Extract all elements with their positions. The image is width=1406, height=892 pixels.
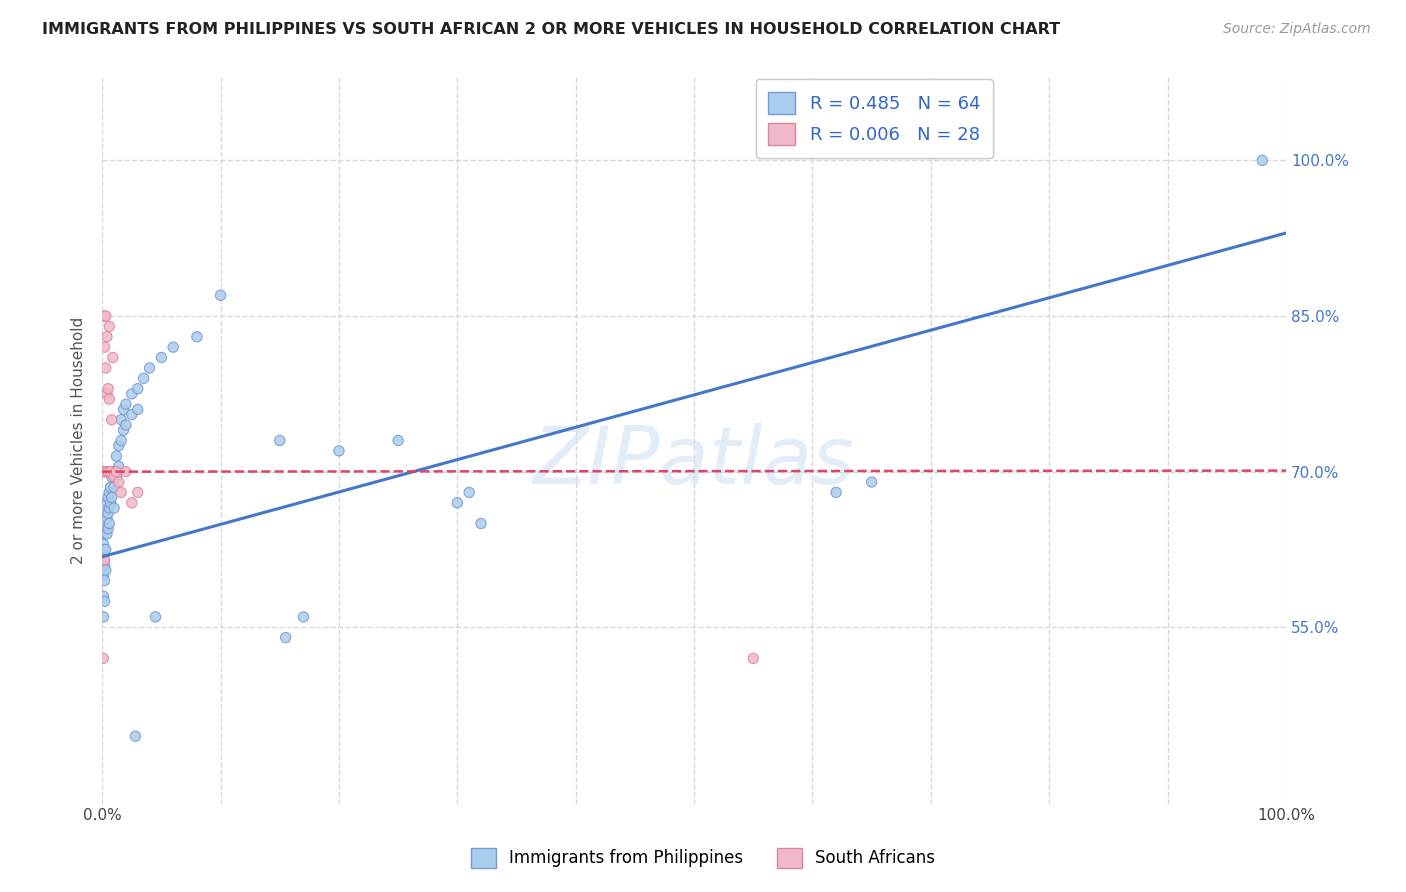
Point <box>94 465 117 479</box>
Point <box>1251 153 1274 168</box>
Point <box>98 516 121 531</box>
Point <box>458 485 481 500</box>
Point <box>162 340 184 354</box>
Text: IMMIGRANTS FROM PHILIPPINES VS SOUTH AFRICAN 2 OR MORE VEHICLES IN HOUSEHOLD COR: IMMIGRANTS FROM PHILIPPINES VS SOUTH AFR… <box>42 22 1060 37</box>
Point <box>107 475 129 489</box>
Point <box>98 319 121 334</box>
Point <box>94 522 117 536</box>
Point <box>186 330 208 344</box>
Point <box>470 516 492 531</box>
Point <box>93 465 115 479</box>
Text: Source: ZipAtlas.com: Source: ZipAtlas.com <box>1223 22 1371 37</box>
Point <box>103 470 125 484</box>
Point <box>112 402 135 417</box>
Point <box>387 434 409 448</box>
Point <box>100 480 122 494</box>
Point <box>96 330 118 344</box>
Point <box>127 402 149 417</box>
Point <box>96 496 118 510</box>
Point <box>138 360 160 375</box>
Point <box>94 563 117 577</box>
Point <box>115 465 138 479</box>
Y-axis label: 2 or more Vehicles in Household: 2 or more Vehicles in Household <box>72 317 86 564</box>
Point <box>96 511 118 525</box>
Point <box>825 485 848 500</box>
Point <box>94 542 117 557</box>
Point <box>100 465 122 479</box>
Point <box>93 589 115 603</box>
Point <box>93 527 115 541</box>
Point <box>127 485 149 500</box>
Point <box>93 610 115 624</box>
Point <box>145 610 167 624</box>
Point <box>115 397 138 411</box>
Point <box>103 480 125 494</box>
Point <box>112 423 135 437</box>
Point <box>97 522 120 536</box>
Point <box>96 387 118 401</box>
Point <box>93 594 115 608</box>
Point <box>93 548 115 562</box>
Point <box>101 351 124 365</box>
Point <box>105 465 128 479</box>
Point <box>100 413 122 427</box>
Point <box>98 485 121 500</box>
Point <box>93 553 115 567</box>
Point <box>105 449 128 463</box>
Point <box>100 496 122 510</box>
Point <box>94 309 117 323</box>
Point <box>96 527 118 541</box>
Point <box>121 496 143 510</box>
Point <box>93 553 115 567</box>
Point <box>132 371 155 385</box>
Point <box>97 506 120 520</box>
Point <box>110 413 132 427</box>
Point <box>121 387 143 401</box>
Point <box>274 631 297 645</box>
Point <box>103 500 125 515</box>
Point <box>446 496 468 510</box>
Point <box>100 470 122 484</box>
Point <box>110 434 132 448</box>
Point <box>105 470 128 484</box>
Point <box>94 360 117 375</box>
Point <box>209 288 232 302</box>
Point <box>110 485 132 500</box>
Legend: R = 0.485   N = 64, R = 0.006   N = 28: R = 0.485 N = 64, R = 0.006 N = 28 <box>755 79 993 158</box>
Point <box>150 351 173 365</box>
Point <box>93 340 115 354</box>
Point <box>93 309 115 323</box>
Point <box>97 491 120 505</box>
Point <box>100 491 122 505</box>
Point <box>127 382 149 396</box>
Point <box>121 408 143 422</box>
Point <box>93 568 115 582</box>
Point <box>115 417 138 432</box>
Point <box>93 465 115 479</box>
Point <box>742 651 765 665</box>
Point <box>292 610 315 624</box>
Point <box>328 443 350 458</box>
Point <box>97 465 120 479</box>
Point <box>98 392 121 406</box>
Point <box>269 434 291 448</box>
Point <box>93 558 115 572</box>
Point <box>93 574 115 588</box>
Point <box>97 382 120 396</box>
Point <box>107 439 129 453</box>
Point <box>103 465 125 479</box>
Point <box>93 542 115 557</box>
Legend: Immigrants from Philippines, South Africans: Immigrants from Philippines, South Afric… <box>464 841 942 875</box>
Point <box>124 729 146 743</box>
Point <box>93 651 115 665</box>
Point <box>98 500 121 515</box>
Point <box>94 506 117 520</box>
Point <box>107 459 129 474</box>
Point <box>93 537 115 551</box>
Text: ZIPatlas: ZIPatlas <box>533 424 855 501</box>
Point <box>860 475 883 489</box>
